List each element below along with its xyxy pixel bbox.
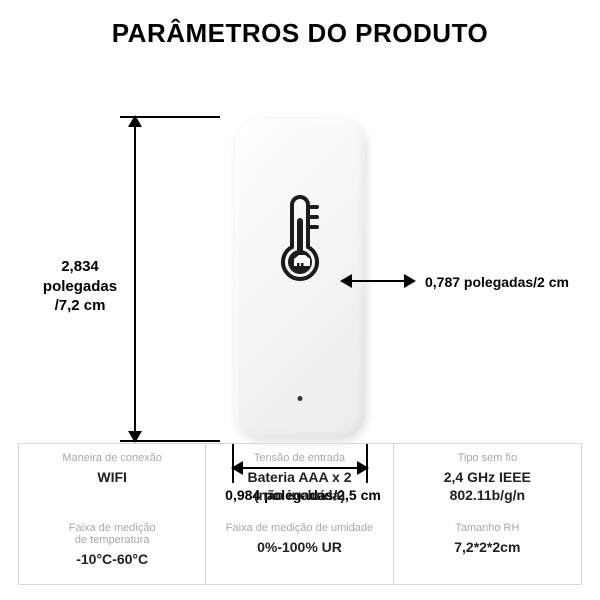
height-inches: 2,834 polegadas [43, 258, 117, 295]
spec-label: Tamanho RH [400, 522, 575, 534]
product-diagram: 2,834 polegadas /7,2 cm 0,984 polegadas/… [0, 49, 600, 479]
spec-value: WIFI [25, 469, 199, 487]
dim-depth-arrow [342, 280, 414, 282]
dim-height-arrow [134, 117, 136, 441]
thermometer-icon [275, 191, 325, 287]
spec-label: Tensão de entrada [212, 452, 386, 464]
spec-value: 2,4 GHz IEEE802.11b/g/n [400, 469, 575, 504]
spec-value: 0%-100% UR [212, 539, 386, 557]
spec-cell-connection: Maneira de conexão WIFI [19, 444, 206, 514]
height-label: 2,834 polegadas /7,2 cm [30, 257, 130, 316]
spec-cell-temp-range: Faixa de mediçãode temperatura -10°C-60°… [19, 514, 206, 584]
spec-label: Faixa de mediçãode temperatura [25, 522, 199, 546]
page-title: PARÂMETROS DO PRODUTO [0, 0, 600, 49]
spec-cell-wireless: Tipo sem fio 2,4 GHz IEEE802.11b/g/n [394, 444, 581, 514]
specs-table: Maneira de conexão WIFI Tensão de entrad… [18, 443, 582, 585]
spec-label: Maneira de conexão [25, 452, 199, 464]
spec-value: 7,2*2*2cm [400, 539, 575, 557]
spec-label: Tipo sem fio [400, 452, 575, 464]
height-cm: /7,2 cm [55, 297, 106, 314]
spec-cell-voltage: Tensão de entrada Bateria AAA x 2(não in… [206, 444, 393, 514]
spec-value: Bateria AAA x 2(não incluída) [212, 469, 386, 504]
led-indicator [298, 396, 303, 401]
depth-label: 0,787 polegadas/2 cm [425, 274, 569, 290]
spec-cell-size: Tamanho RH 7,2*2*2cm [394, 514, 581, 584]
spec-value: -10°C-60°C [25, 551, 199, 569]
spec-cell-humidity-range: Faixa de medição de umidade 0%-100% UR [206, 514, 393, 584]
spec-label: Faixa de medição de umidade [212, 522, 386, 534]
